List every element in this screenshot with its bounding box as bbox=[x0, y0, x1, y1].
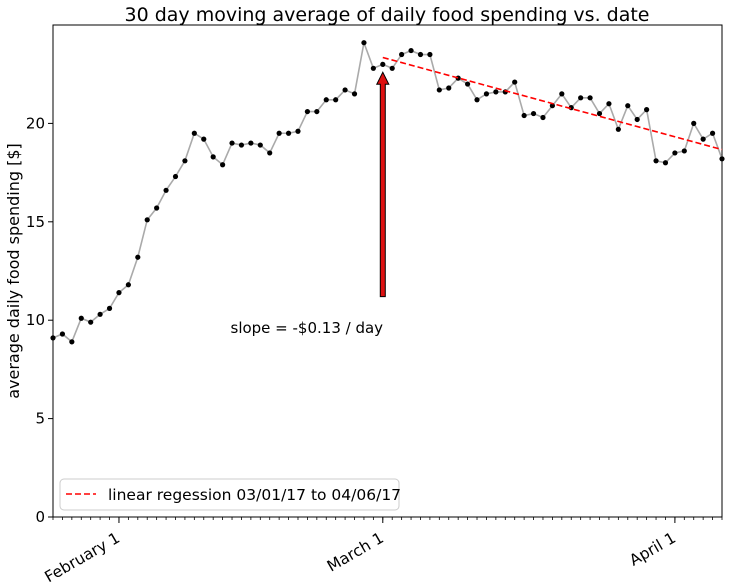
data-point bbox=[69, 339, 75, 345]
data-point bbox=[154, 205, 160, 211]
data-point bbox=[662, 160, 669, 166]
chart-title: 30 day moving average of daily food spen… bbox=[125, 4, 650, 26]
data-point bbox=[700, 136, 706, 142]
data-point bbox=[549, 103, 555, 109]
data-point bbox=[615, 126, 621, 132]
data-point bbox=[361, 40, 367, 46]
data-point bbox=[59, 331, 66, 337]
y-tick-label: 15 bbox=[26, 213, 45, 231]
data-point bbox=[644, 107, 650, 113]
data-point bbox=[267, 150, 273, 156]
data-point bbox=[493, 89, 499, 95]
data-point bbox=[399, 51, 405, 58]
data-point bbox=[719, 156, 725, 162]
data-point bbox=[238, 142, 245, 148]
data-point bbox=[625, 103, 631, 109]
y-axis-label: average daily food spending [$] bbox=[4, 143, 23, 399]
data-point bbox=[417, 51, 424, 58]
data-point bbox=[172, 173, 179, 180]
series-layer bbox=[50, 39, 725, 345]
data-point bbox=[135, 254, 141, 260]
data-point bbox=[587, 95, 593, 101]
data-point bbox=[672, 150, 678, 156]
data-point bbox=[483, 91, 490, 97]
regression-line bbox=[382, 56, 723, 151]
data-point bbox=[50, 335, 56, 341]
data-point bbox=[446, 85, 452, 91]
legend: linear regession 03/01/17 to 04/06/17 bbox=[59, 478, 401, 511]
y-axis-ticks: 0 5 10 15 20 bbox=[26, 114, 53, 526]
slope-annotation: slope = -$0.13 / day bbox=[231, 319, 384, 337]
y-tick-label: 10 bbox=[26, 311, 45, 329]
regression-layer bbox=[382, 56, 723, 151]
data-point bbox=[106, 305, 113, 311]
data-point bbox=[596, 110, 603, 117]
data-point bbox=[144, 217, 150, 223]
data-point bbox=[342, 87, 348, 93]
data-point bbox=[276, 130, 282, 136]
data-point bbox=[333, 97, 339, 103]
x-axis-ticks: February 1 March 1 April 1 bbox=[42, 517, 723, 584]
data-point bbox=[314, 108, 320, 115]
data-point bbox=[530, 110, 537, 117]
data-point bbox=[116, 290, 122, 296]
data-point bbox=[323, 97, 329, 103]
data-point bbox=[540, 114, 546, 121]
data-point bbox=[681, 148, 687, 154]
data-point bbox=[125, 282, 131, 288]
data-point bbox=[229, 140, 235, 146]
x-tick-label: February 1 bbox=[42, 529, 123, 584]
data-point bbox=[578, 95, 584, 101]
data-point bbox=[521, 112, 527, 119]
data-point bbox=[606, 101, 612, 107]
data-point bbox=[691, 120, 697, 126]
data-point bbox=[634, 116, 640, 123]
data-point bbox=[474, 97, 480, 103]
data-point bbox=[191, 130, 197, 136]
data-point bbox=[257, 142, 263, 148]
legend-box bbox=[59, 478, 400, 511]
data-point bbox=[97, 311, 103, 317]
data-point bbox=[380, 61, 386, 67]
data-point bbox=[220, 162, 226, 168]
data-point bbox=[351, 91, 358, 97]
x-tick-label: April 1 bbox=[626, 529, 678, 570]
data-point bbox=[370, 65, 376, 71]
data-point bbox=[304, 108, 311, 115]
data-point bbox=[559, 91, 565, 97]
data-point bbox=[464, 81, 471, 87]
data-point bbox=[436, 87, 442, 93]
slope-arrow bbox=[375, 71, 390, 298]
data-point bbox=[163, 187, 169, 193]
data-point bbox=[427, 51, 433, 58]
data-point bbox=[408, 47, 414, 54]
y-tick-label: 0 bbox=[35, 508, 45, 526]
plot-frame bbox=[52, 24, 723, 518]
data-point bbox=[709, 130, 716, 136]
data-point bbox=[295, 128, 301, 134]
data-point bbox=[389, 65, 395, 71]
data-point bbox=[201, 136, 207, 142]
y-tick-label: 5 bbox=[35, 410, 45, 428]
data-point bbox=[512, 79, 518, 85]
x-tick-label: March 1 bbox=[324, 529, 387, 576]
data-point bbox=[88, 319, 94, 325]
data-point bbox=[653, 158, 659, 164]
data-point bbox=[248, 140, 254, 146]
data-point bbox=[285, 130, 292, 136]
annotation-layer: slope = -$0.13 / day bbox=[231, 71, 390, 337]
y-tick-label: 20 bbox=[26, 114, 45, 132]
data-point bbox=[182, 158, 188, 164]
data-point bbox=[78, 315, 84, 321]
data-point bbox=[210, 154, 216, 160]
legend-label: linear regession 03/01/17 to 04/06/17 bbox=[108, 486, 401, 504]
series-line bbox=[52, 39, 723, 344]
